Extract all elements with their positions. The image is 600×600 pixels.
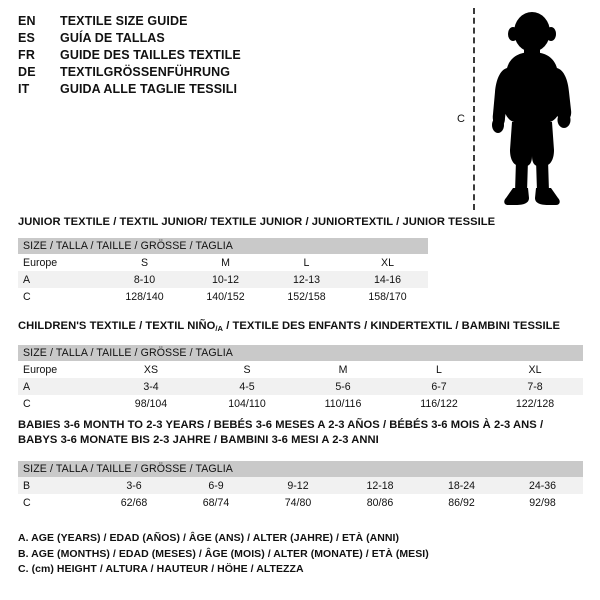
- cell-value: 12-13: [266, 271, 347, 288]
- cell-value: 14-16: [347, 271, 429, 288]
- table-header-label-children: SIZE / TALLA / TAILLE / GRÖSSE / TAGLIA: [18, 345, 584, 361]
- row-label: C: [23, 397, 31, 410]
- height-line-label: C: [457, 113, 465, 125]
- table-header-label-babies: SIZE / TALLA / TAILLE / GRÖSSE / TAGLIA: [18, 461, 584, 477]
- row-label: B: [18, 477, 93, 494]
- legend-block: A. AGE (YEARS) / EDAD (AÑOS) / ÂGE (ANS)…: [18, 531, 429, 578]
- cell-value: 80/86: [366, 496, 394, 509]
- section-heading-children-pre: CHILDREN'S TEXTILE / TEXTIL NIÑO: [18, 320, 216, 332]
- language-title-en: TEXTILE SIZE GUIDE: [60, 14, 188, 28]
- cell-value: 62/68: [120, 496, 148, 509]
- language-row: EN TEXTILE SIZE GUIDE: [18, 14, 438, 31]
- legend-row-b: B. AGE (MONTHS) / EDAD (MESES) / ÂGE (MO…: [18, 547, 429, 560]
- cell-value: 3-6: [93, 477, 175, 494]
- row-label: Europe: [23, 363, 58, 376]
- toddler-silhouette-icon: [492, 12, 572, 205]
- cell-value: 92/98: [529, 496, 556, 509]
- section-heading-junior: JUNIOR TEXTILE / TEXTIL JUNIOR/ TEXTILE …: [18, 216, 496, 228]
- section-heading-babies-line2: BABYS 3-6 MONATE BIS 2-3 JAHRE / BAMBINI…: [18, 434, 379, 446]
- table-header-row: SIZE / TALLA / TAILLE / GRÖSSE / TAGLIA: [18, 345, 584, 361]
- section-heading-children-subscript: /A: [215, 324, 224, 333]
- section-heading-babies-line1: BABIES 3-6 MONTH TO 2-3 YEARS / BEBÉS 3-…: [18, 419, 544, 431]
- language-code-fr: FR: [18, 48, 36, 62]
- cell-value: S: [140, 256, 149, 269]
- table-row: C 128/140 140/152 152/158 158/170: [18, 288, 428, 305]
- cell-value: 116/122: [420, 397, 458, 410]
- cell-value: 24-36: [502, 477, 584, 494]
- cell-value: 152/158: [287, 290, 326, 303]
- cell-value: 74/80: [284, 496, 312, 509]
- cell-value: 8-10: [104, 271, 185, 288]
- table-row: B 3-6 6-9 9-12 12-18 18-24 24-36: [18, 477, 584, 494]
- cell-value: 86/92: [448, 496, 475, 509]
- language-title-es: GUÍA DE TALLAS: [60, 31, 165, 45]
- cell-value: 3-4: [103, 378, 199, 395]
- cell-value: 68/74: [202, 496, 230, 509]
- row-label: C: [23, 290, 31, 303]
- section-heading-children: CHILDREN'S TEXTILE / TEXTIL NIÑO/A / TEX…: [18, 319, 560, 334]
- cell-value: L: [303, 256, 310, 269]
- row-label: A: [18, 378, 103, 395]
- size-table-babies: SIZE / TALLA / TAILLE / GRÖSSE / TAGLIA …: [18, 461, 584, 511]
- height-measurement-diagram: C: [440, 6, 590, 211]
- cell-value: 4-5: [199, 378, 295, 395]
- row-label: A: [18, 271, 104, 288]
- language-code-en: EN: [18, 14, 36, 28]
- cell-value: M: [338, 363, 348, 376]
- language-code-de: DE: [18, 65, 36, 79]
- cell-value: XL: [528, 363, 542, 376]
- cell-value: 5-6: [295, 378, 391, 395]
- language-row: DE TEXTILGRÖSSENFÜHRUNG: [18, 65, 438, 82]
- table-row: Europe XS S M L XL: [18, 361, 583, 378]
- cell-value: 6-7: [391, 378, 487, 395]
- table-row: A 8-10 10-12 12-13 14-16: [18, 271, 429, 288]
- table-header-row: SIZE / TALLA / TAILLE / GRÖSSE / TAGLIA: [18, 461, 584, 477]
- cell-value: 12-18: [339, 477, 421, 494]
- language-title-block: EN TEXTILE SIZE GUIDE ES GUÍA DE TALLAS …: [18, 14, 438, 99]
- language-title-de: TEXTILGRÖSSENFÜHRUNG: [60, 65, 231, 79]
- legend-row-c: C. (cm) HEIGHT / ALTURA / HAUTEUR / HÖHE…: [18, 563, 304, 575]
- cell-value: 98/104: [134, 397, 168, 410]
- table-row: C 98/104 104/110 110/116 116/122 122/128: [18, 395, 583, 412]
- table-header-label-junior: SIZE / TALLA / TAILLE / GRÖSSE / TAGLIA: [18, 238, 429, 254]
- table-row: A 3-4 4-5 5-6 6-7 7-8: [18, 378, 584, 395]
- language-code-it: IT: [18, 82, 30, 96]
- cell-value: XS: [143, 363, 159, 376]
- cell-value: 158/170: [368, 290, 407, 303]
- cell-value: 18-24: [421, 477, 502, 494]
- language-code-es: ES: [18, 31, 36, 45]
- size-table-children: SIZE / TALLA / TAILLE / GRÖSSE / TAGLIA …: [18, 345, 584, 412]
- cell-value: 9-12: [257, 477, 339, 494]
- cell-value: 110/116: [324, 397, 362, 410]
- language-row: IT GUIDA ALLE TAGLIE TESSILI: [18, 82, 438, 99]
- section-heading-children-post: / TEXTILE DES ENFANTS / KINDERTEXTIL / B…: [223, 320, 561, 332]
- row-label: Europe: [23, 256, 58, 269]
- language-row: FR GUIDE DES TAILLES TEXTILE: [18, 48, 438, 65]
- table-header-row: SIZE / TALLA / TAILLE / GRÖSSE / TAGLIA: [18, 238, 429, 254]
- language-row: ES GUÍA DE TALLAS: [18, 31, 438, 48]
- cell-value: 10-12: [185, 271, 266, 288]
- cell-value: 140/152: [206, 290, 245, 303]
- cell-value: L: [436, 363, 442, 376]
- cell-value: 128/140: [125, 290, 164, 303]
- row-label: C: [23, 496, 31, 509]
- language-title-fr: GUIDE DES TAILLES TEXTILE: [60, 48, 241, 62]
- cell-value: M: [221, 256, 230, 269]
- cell-value: 7-8: [487, 378, 584, 395]
- legend-row-a: A. AGE (YEARS) / EDAD (AÑOS) / ÂGE (ANS)…: [18, 532, 400, 544]
- language-title-it: GUIDA ALLE TAGLIE TESSILI: [60, 82, 238, 96]
- table-row: C 62/68 68/74 74/80 80/86 86/92 92/98: [18, 494, 583, 511]
- cell-value: 104/110: [228, 397, 266, 410]
- size-table-junior: SIZE / TALLA / TAILLE / GRÖSSE / TAGLIA …: [18, 238, 429, 305]
- table-row: Europe S M L XL: [18, 254, 428, 271]
- cell-value: 6-9: [175, 477, 257, 494]
- cell-value: 122/128: [515, 397, 555, 410]
- height-dashed-line: [473, 8, 475, 210]
- cell-value: S: [243, 363, 251, 376]
- cell-value: XL: [381, 256, 395, 269]
